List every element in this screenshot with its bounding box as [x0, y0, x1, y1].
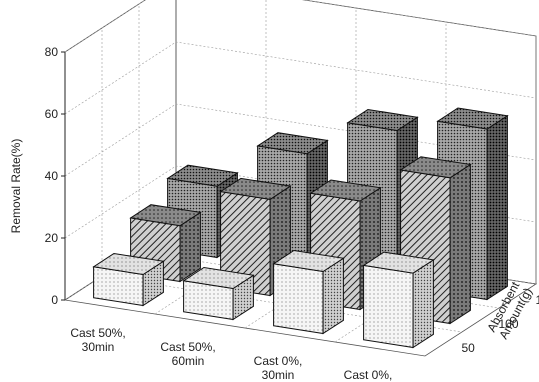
y-axis-label: Removal Rate(%)	[9, 139, 23, 234]
category-label: Cast 0%, 30min	[254, 354, 303, 382]
bar	[92, 252, 165, 307]
bar-front	[273, 263, 324, 335]
y-tick-label: 20	[45, 231, 59, 245]
bar-side	[486, 114, 508, 301]
bar-top	[256, 132, 329, 155]
depth-tick-label: 100	[499, 317, 519, 331]
bar	[272, 249, 345, 335]
y-tick-label: 0	[51, 293, 58, 307]
gridline	[64, 0, 537, 53]
depth-tick-label: 50	[462, 341, 476, 355]
bar-top	[166, 164, 239, 187]
bar-side	[412, 258, 434, 349]
bar-top	[362, 251, 435, 274]
y-tick-label: 80	[45, 45, 59, 59]
chart-axes	[61, 51, 66, 301]
bar	[182, 266, 255, 321]
bar-top	[309, 179, 382, 202]
y-tick-label: 60	[45, 107, 59, 121]
bar-top	[129, 204, 202, 227]
bar-top	[182, 266, 255, 290]
bar-top	[399, 156, 472, 179]
y-tick-label: 40	[45, 169, 59, 183]
bar-top	[436, 107, 509, 130]
chart-bars	[92, 107, 509, 349]
bar	[129, 204, 202, 283]
bar-side	[449, 163, 471, 325]
category-label: Cast 50%, 60min	[160, 340, 215, 368]
bar-top	[92, 252, 165, 276]
depth-tick-label: 150	[536, 293, 539, 307]
category-label: Cast 50%, 30min	[70, 326, 125, 354]
bar	[362, 251, 435, 349]
bar-top	[346, 108, 419, 132]
gridline	[64, 41, 537, 115]
bar-top	[272, 249, 345, 273]
category-label: Cast 0%,60min	[344, 368, 393, 382]
bar-front	[363, 264, 414, 349]
bar-top	[219, 177, 292, 200]
